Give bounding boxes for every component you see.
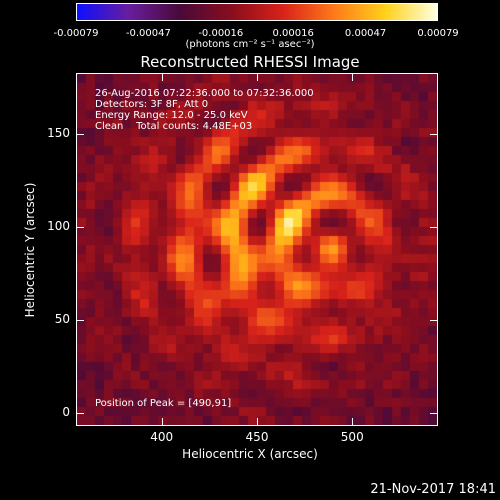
x-tick-label: 450 (245, 430, 269, 444)
time-range-text: 26-Aug-2016 07:22:36.000 to 07:32:36.000 (95, 88, 314, 99)
colorbar-tick-label: -0.00016 (198, 28, 244, 39)
y-tick-mark (430, 134, 438, 136)
y-tick-mark (76, 320, 84, 322)
y-tick-mark (430, 412, 438, 414)
peak-position-text: Position of Peak = [490,91] (95, 398, 232, 409)
y-axis-label: Heliocentric Y (arcsec) (23, 182, 37, 318)
x-tick-mark (352, 418, 354, 426)
colorbar-tick-label: 0.00079 (417, 28, 459, 39)
x-axis-label: Heliocentric X (arcsec) (182, 447, 318, 461)
y-tick-mark (430, 227, 438, 229)
y-tick-mark (76, 134, 84, 136)
energy-range-text: Energy Range: 12.0 - 25.0 keV (95, 110, 248, 121)
plot-title: Reconstructed RHESSI Image (140, 53, 360, 71)
y-tick-label: 100 (47, 219, 70, 234)
detectors-text: Detectors: 3F 8F, Att 0 (95, 99, 209, 110)
colorbar-tick-label: -0.00079 (53, 28, 99, 39)
x-tick-label: 500 (340, 430, 364, 444)
y-tick-label: 0 (62, 404, 70, 419)
heatmap-image (77, 74, 437, 425)
timestamp: 21-Nov-2017 18:41 (370, 482, 496, 497)
x-tick-label: 400 (150, 430, 174, 444)
y-tick-mark (76, 227, 84, 229)
y-tick-label: 150 (47, 126, 70, 141)
y-tick-label: 50 (54, 312, 70, 327)
x-tick-mark (257, 73, 258, 81)
x-tick-mark (352, 73, 354, 81)
clean-counts-text: Clean Total counts: 4.48E+03 (95, 121, 253, 132)
colorbar-tick-label: 0.00047 (344, 28, 387, 39)
colorbar-tick-label: 0.00016 (272, 28, 314, 39)
x-tick-mark (257, 418, 258, 426)
colorbar-tick-label: -0.00047 (125, 28, 171, 39)
x-tick-mark (161, 418, 163, 426)
colorbar-units: (photons cm⁻² s⁻¹ asec⁻²) (185, 39, 315, 50)
plot-area (76, 73, 438, 426)
y-tick-mark (76, 412, 84, 414)
colorbar (76, 3, 438, 21)
y-tick-mark (430, 320, 438, 322)
x-tick-mark (161, 73, 163, 81)
